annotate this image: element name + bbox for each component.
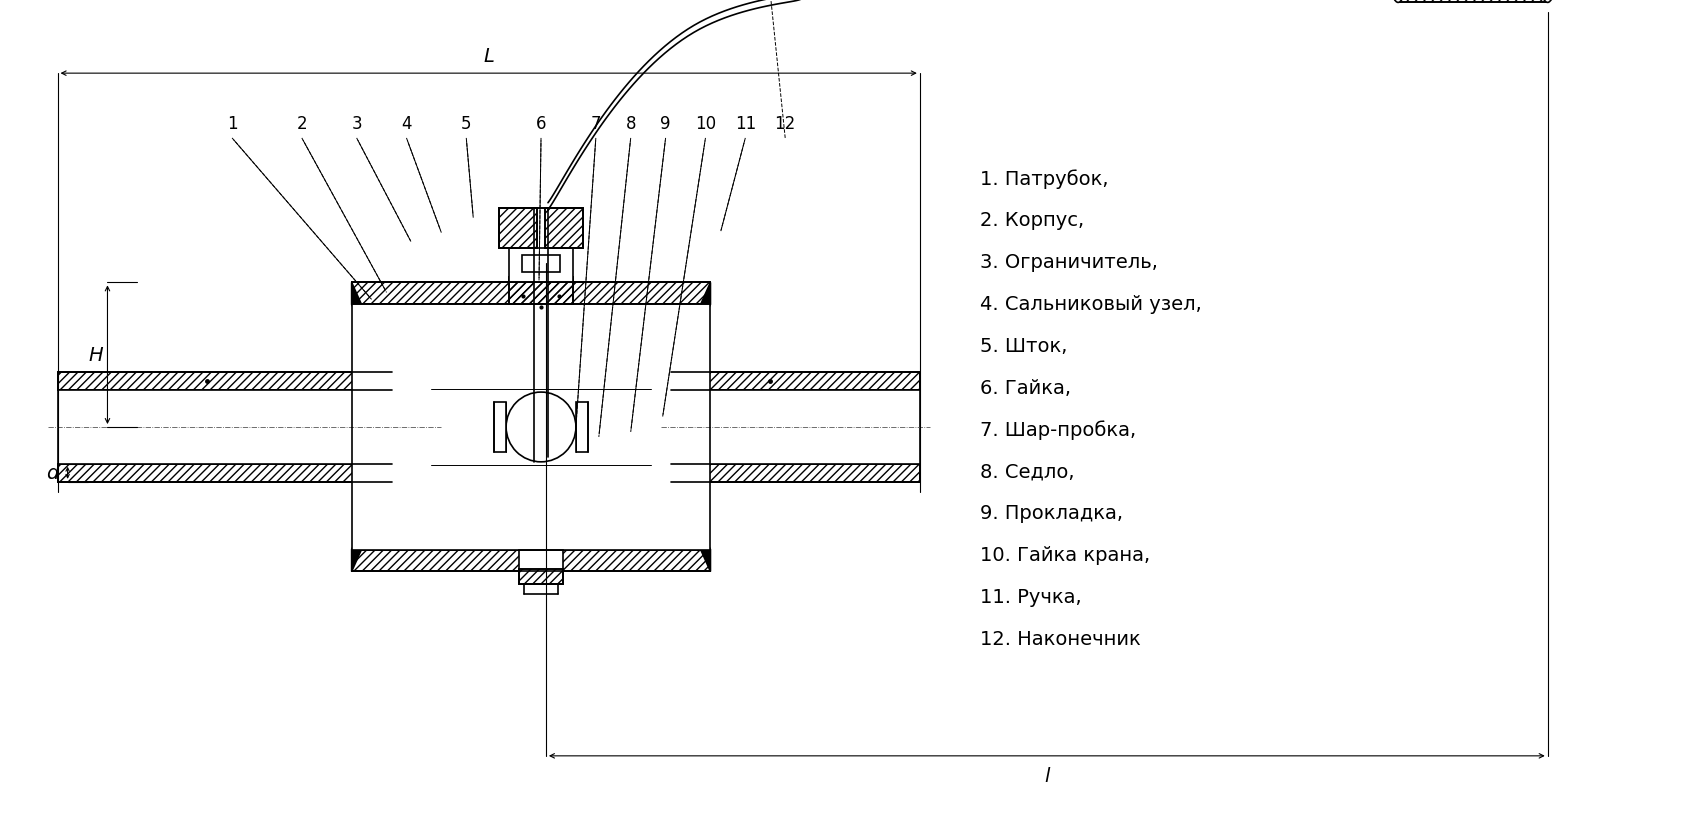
Text: l: l: [1044, 767, 1049, 786]
Bar: [57, 464, 391, 482]
Text: 2: 2: [297, 115, 307, 133]
Bar: [57, 390, 391, 464]
Bar: [518, 570, 563, 585]
Bar: [575, 403, 587, 452]
Bar: [57, 373, 391, 390]
Bar: [351, 550, 710, 571]
Text: 10. Гайка крана,: 10. Гайка крана,: [980, 545, 1149, 564]
Bar: [57, 373, 391, 390]
Bar: [1399, 0, 1547, 3]
Text: d: d: [47, 464, 59, 483]
Text: 1: 1: [226, 115, 238, 133]
Text: 7. Шар-пробка,: 7. Шар-пробка,: [980, 419, 1135, 439]
Text: 11: 11: [736, 115, 756, 133]
Text: 11. Ручка,: 11. Ручка,: [980, 587, 1081, 606]
Text: L: L: [482, 46, 494, 65]
Bar: [545, 208, 584, 248]
Text: 3. Ограничитель,: 3. Ограничитель,: [980, 253, 1157, 272]
Bar: [670, 390, 919, 464]
Polygon shape: [351, 464, 391, 571]
Bar: [518, 570, 563, 585]
Text: 12: 12: [774, 115, 796, 133]
Bar: [1399, 0, 1547, 3]
Bar: [351, 305, 710, 550]
Text: 1. Патрубок,: 1. Патрубок,: [980, 169, 1108, 189]
Bar: [509, 278, 574, 305]
Text: 6. Гайка,: 6. Гайка,: [980, 378, 1071, 397]
Text: 9: 9: [660, 115, 671, 133]
Text: 8: 8: [626, 115, 636, 133]
Bar: [351, 550, 710, 571]
Text: 6: 6: [536, 115, 547, 133]
Text: 5. Шток,: 5. Шток,: [980, 337, 1066, 356]
Text: 5: 5: [461, 115, 472, 133]
Bar: [351, 283, 710, 305]
Bar: [509, 278, 574, 305]
Text: 12. Наконечник: 12. Наконечник: [980, 629, 1140, 648]
Polygon shape: [670, 283, 710, 390]
Bar: [351, 283, 710, 305]
Bar: [670, 464, 919, 482]
Bar: [521, 256, 560, 273]
Bar: [670, 373, 919, 390]
Text: 9. Прокладка,: 9. Прокладка,: [980, 504, 1122, 523]
Bar: [499, 208, 584, 248]
Text: 4. Сальниковый узел,: 4. Сальниковый узел,: [980, 294, 1201, 313]
Bar: [670, 373, 919, 390]
Polygon shape: [351, 283, 391, 390]
Bar: [499, 208, 536, 248]
Bar: [545, 208, 584, 248]
Text: H: H: [88, 346, 103, 365]
Bar: [670, 464, 919, 482]
Text: 4: 4: [402, 115, 412, 133]
Ellipse shape: [1542, 0, 1554, 3]
Bar: [499, 208, 536, 248]
Text: 7: 7: [590, 115, 601, 133]
Text: 3: 3: [351, 115, 363, 133]
Bar: [518, 550, 563, 585]
Bar: [494, 403, 506, 452]
Text: 10: 10: [695, 115, 715, 133]
Text: 2. Корпус,: 2. Корпус,: [980, 211, 1083, 230]
Bar: [509, 218, 574, 283]
Polygon shape: [670, 464, 710, 571]
Ellipse shape: [1392, 0, 1404, 3]
Bar: [57, 464, 391, 482]
Text: 8. Седло,: 8. Седло,: [980, 461, 1075, 480]
